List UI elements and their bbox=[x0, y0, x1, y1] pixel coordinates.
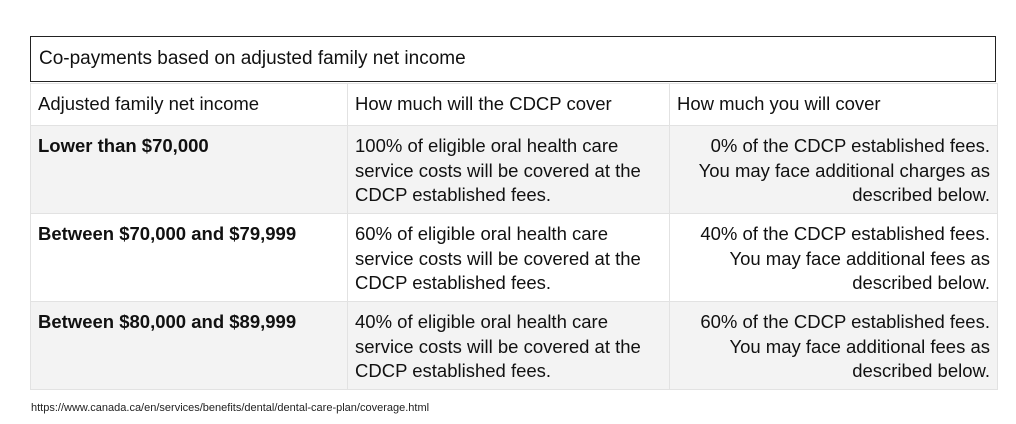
cdcp-cover-cell: 100% of eligible oral health care servic… bbox=[347, 125, 670, 214]
you-cover-cell: 0% of the CDCP established fees. You may… bbox=[669, 125, 998, 214]
co-payment-table: Adjusted family net income How much will… bbox=[30, 83, 998, 390]
header-you-cover: How much you will cover bbox=[669, 83, 998, 126]
cdcp-cover-cell: 60% of eligible oral health care service… bbox=[347, 213, 670, 302]
table-row: Lower than $70,000 100% of eligible oral… bbox=[30, 125, 998, 214]
income-cell: Between $70,000 and $79,999 bbox=[30, 213, 348, 302]
you-cover-cell: 60% of the CDCP established fees. You ma… bbox=[669, 301, 998, 390]
table-row: Between $80,000 and $89,999 40% of eligi… bbox=[30, 301, 998, 390]
you-cover-cell: 40% of the CDCP established fees. You ma… bbox=[669, 213, 998, 302]
table-header-row: Adjusted family net income How much will… bbox=[30, 83, 998, 126]
cdcp-cover-cell: 40% of eligible oral health care service… bbox=[347, 301, 670, 390]
table-row: Between $70,000 and $79,999 60% of eligi… bbox=[30, 213, 998, 302]
table-caption-text: Co-payments based on adjusted family net… bbox=[39, 48, 466, 69]
table-caption: Co-payments based on adjusted family net… bbox=[30, 36, 996, 82]
header-adjusted-family-net-income: Adjusted family net income bbox=[30, 83, 348, 126]
income-cell: Lower than $70,000 bbox=[30, 125, 348, 214]
income-cell: Between $80,000 and $89,999 bbox=[30, 301, 348, 390]
source-url: https://www.canada.ca/en/services/benefi… bbox=[31, 402, 430, 414]
header-cdcp-cover: How much will the CDCP cover bbox=[347, 83, 670, 126]
